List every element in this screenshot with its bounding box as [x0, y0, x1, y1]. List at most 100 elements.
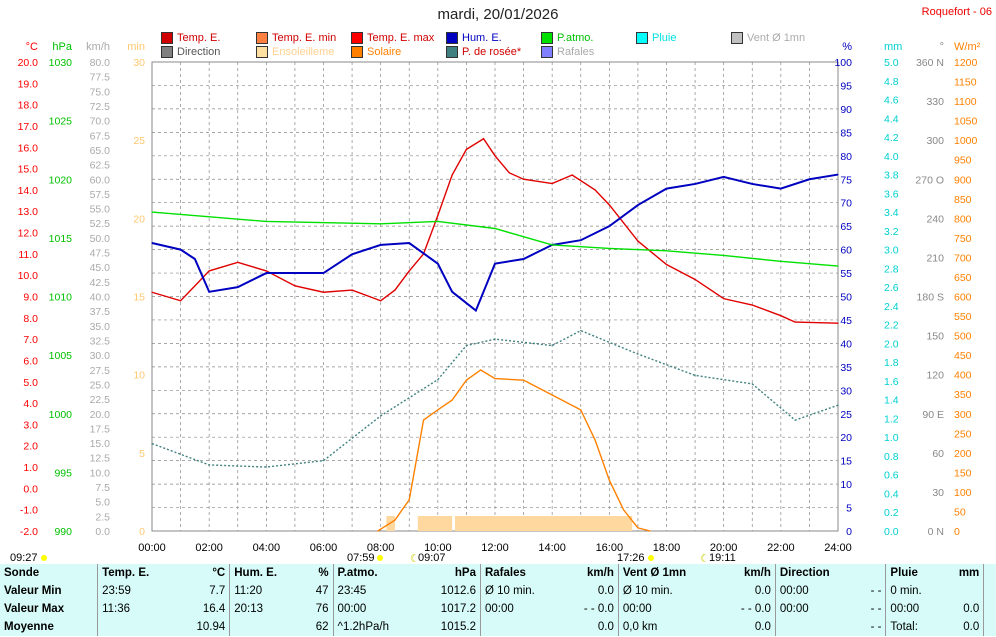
- table-cell: ^1.2hPa/h: [332, 618, 419, 636]
- axis-tick-temp: 2.0: [23, 441, 38, 453]
- data-point: [508, 172, 510, 174]
- axis-tick-hum: 45: [840, 315, 852, 327]
- axis-tick-hum: 100: [834, 57, 852, 69]
- table-cell: [97, 618, 177, 636]
- data-point: [637, 204, 639, 206]
- data-point: [437, 214, 439, 217]
- axis-tick-dir: 180 S: [917, 292, 944, 304]
- table-cell: 0.0: [754, 585, 771, 597]
- axis-tick-solar: 50: [954, 506, 966, 518]
- data-point: [194, 258, 196, 260]
- axis-tick-temp: 13.0: [18, 206, 39, 218]
- data-point: [751, 183, 753, 185]
- table-cell: 11:20: [229, 582, 303, 600]
- table-cell: Ø 10 min.: [479, 582, 564, 600]
- data-point: [237, 286, 239, 288]
- axis-tick-solar: 400: [954, 370, 972, 382]
- axis-tick-wind: 70.0: [90, 116, 111, 128]
- axis-tick-sun: 15: [133, 292, 145, 304]
- data-point: [494, 263, 496, 265]
- data-point: [751, 383, 753, 385]
- data-point: [465, 344, 468, 347]
- legend-item: Temp. E. max: [351, 32, 434, 44]
- data-point: [377, 530, 379, 532]
- axis-tick-temp: 19.0: [18, 78, 39, 90]
- axis-tick-hum: 60: [840, 245, 852, 257]
- data-point: [265, 270, 267, 272]
- table-cell: 00:00: [332, 600, 419, 618]
- moon-icon: ☾: [700, 553, 710, 564]
- data-point: [208, 291, 210, 293]
- data-point: [665, 250, 668, 252]
- data-point: [637, 527, 639, 529]
- axis-tick-rain: 1.0: [884, 432, 899, 444]
- data-point: [522, 379, 525, 381]
- legend-swatch: [636, 32, 648, 44]
- table-cell: 0.0: [963, 621, 980, 633]
- data-point: [665, 188, 668, 190]
- data-point: [194, 285, 196, 287]
- column-header: Pluie: [885, 564, 943, 582]
- data-point: [494, 227, 496, 230]
- axis-tick-wind: 40.0: [90, 292, 111, 304]
- axis-unit-press: hPa: [52, 41, 72, 53]
- axis-tick-wind: 57.5: [90, 189, 111, 201]
- axis-tick-dir: 210: [926, 252, 944, 264]
- axis-tick-temp: 1.0: [23, 462, 38, 474]
- data-point: [608, 479, 610, 481]
- column-header: [858, 564, 886, 582]
- axis-tick-hum: 55: [840, 268, 852, 280]
- axis-tick-dir: 0 N: [928, 526, 944, 538]
- table-cell: - -: [870, 603, 882, 615]
- axis-tick-wind: 80.0: [90, 57, 111, 69]
- axis-tick-wind: 42.5: [90, 277, 111, 289]
- legend-label: P.atmo.: [557, 32, 594, 44]
- data-point: [837, 322, 839, 324]
- axis-tick-wind: 60.0: [90, 174, 111, 186]
- axis-tick-press: 1010: [49, 292, 73, 304]
- axis-tick-dir: 150: [926, 331, 944, 343]
- data-point: [608, 247, 610, 250]
- axis-tick-temp: 7.0: [23, 334, 38, 346]
- legend-swatch: [446, 32, 458, 44]
- axis-tick-solar: 500: [954, 331, 972, 343]
- data-point: [437, 263, 439, 265]
- axis-tick-rain: 2.6: [884, 282, 899, 294]
- axis-tick-rain: 1.2: [884, 413, 899, 425]
- legend-swatch: [731, 32, 743, 44]
- table-cell: 76: [315, 603, 329, 615]
- data-point: [580, 239, 582, 241]
- table-cell: 0.0: [597, 585, 614, 597]
- axis-unit-solar: W/m²: [954, 41, 981, 53]
- axis-tick-solar: 250: [954, 428, 972, 440]
- data-point: [265, 272, 267, 274]
- axis-tick-hum: 75: [840, 174, 852, 186]
- data-point: [437, 409, 439, 411]
- data-point: [380, 223, 382, 225]
- axis-tick-hum: 65: [840, 221, 852, 233]
- legend-label: Ensoleilleme: [272, 46, 335, 58]
- table-cell: 00:00: [885, 600, 943, 618]
- table-cell: 0.0: [597, 621, 614, 633]
- table-cell: - -: [870, 621, 882, 633]
- data-point: [351, 289, 353, 291]
- data-point: [437, 379, 439, 381]
- data-point: [380, 244, 382, 246]
- data-point: [480, 369, 482, 371]
- axis-tick-rain: 2.2: [884, 320, 899, 332]
- table-cell: 16.4: [202, 603, 226, 615]
- axis-unit-hum: %: [842, 41, 852, 53]
- axis-tick-solar: 800: [954, 213, 972, 225]
- column-header: %: [318, 567, 329, 579]
- axis-tick-rain: 1.6: [884, 376, 899, 388]
- axis-tick-hum: 50: [840, 292, 852, 304]
- axis-tick-hum: 20: [840, 432, 852, 444]
- data-point: [451, 174, 453, 176]
- axis-tick-solar: 450: [954, 350, 972, 362]
- x-tick-label: 02:00: [195, 542, 223, 554]
- data-point: [422, 419, 425, 421]
- x-tick-label: 18:00: [653, 542, 681, 554]
- legend-item: Rafales: [541, 46, 594, 58]
- axis-tick-press: 1005: [49, 350, 73, 362]
- axis-tick-rain: 2.0: [884, 338, 899, 350]
